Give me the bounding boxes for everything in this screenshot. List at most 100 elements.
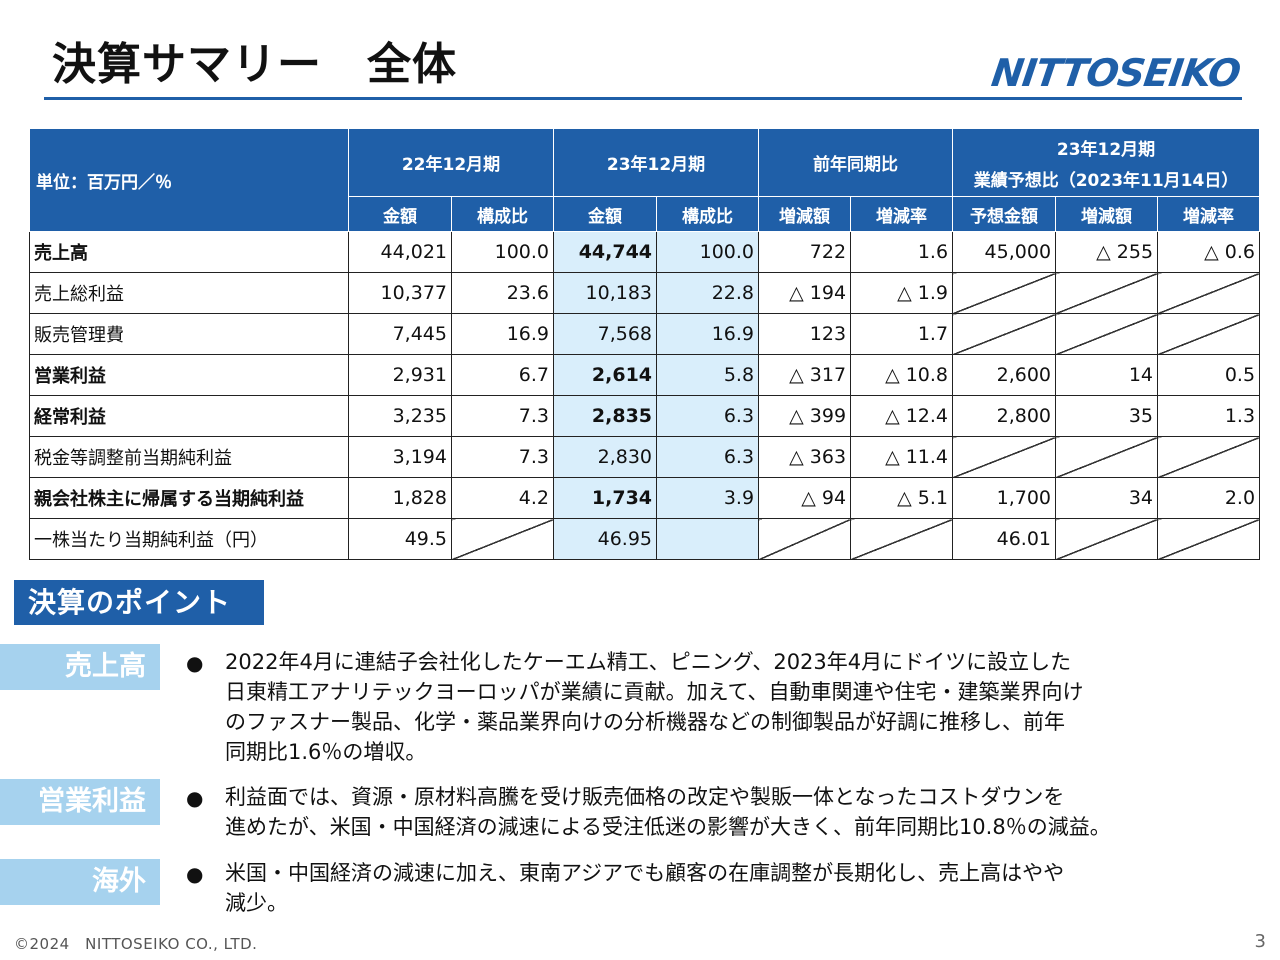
bullet-icon: ● bbox=[186, 862, 204, 886]
table-cell: 1,700 bbox=[952, 477, 1057, 519]
table-cell: △ 11.4 bbox=[850, 436, 954, 478]
empty-cell bbox=[952, 436, 1057, 478]
row-label: 営業利益 bbox=[29, 354, 349, 396]
table-row: 売上総利益 10,377 23.6 10,183 22.8 △ 194 △ 1.9 bbox=[29, 272, 1261, 314]
subheader-col-4: 構成比 bbox=[656, 196, 760, 232]
empty-cell bbox=[656, 518, 760, 560]
table-cell: 5.8 bbox=[656, 354, 760, 396]
table-row: 販売管理費 7,445 16.9 7,568 16.9 123 1.7 bbox=[29, 313, 1261, 355]
table-row: 営業利益 2,931 6.7 2,614 5.8 △ 317 △ 10.8 2,600 14 0.… bbox=[29, 354, 1261, 396]
table-cell: 16.9 bbox=[656, 313, 760, 355]
empty-cell bbox=[1157, 313, 1261, 355]
point-text: 2022年4月に連結子会社化したケーエム精工、ピニング、2023年4月にドイツに… bbox=[225, 650, 1084, 764]
title-underline bbox=[44, 97, 1242, 100]
header-fy23: 23年12月期 bbox=[553, 128, 760, 197]
table-cell: 10,183 bbox=[553, 272, 658, 314]
table-cell: 2,800 bbox=[952, 395, 1057, 437]
bullet-icon: ● bbox=[186, 651, 204, 675]
table-cell: 2,830 bbox=[553, 436, 658, 478]
table-cell: 100.0 bbox=[450, 231, 555, 273]
row-label: 売上総利益 bbox=[29, 272, 349, 314]
table-row: 税金等調整前当期純利益 3,194 7.3 2,830 6.3 △ 363 △ 11.4 bbox=[29, 436, 1261, 478]
table-row: 売上高 44,021 100.0 44,744 100.0 722 1.6 45,000 △ 2… bbox=[29, 231, 1261, 273]
table-cell: 6.3 bbox=[656, 395, 760, 437]
header-fy22: 22年12月期 bbox=[347, 128, 555, 197]
table-cell: 16.9 bbox=[450, 313, 555, 355]
table-cell: 44,021 bbox=[348, 231, 452, 273]
company-logo: NITTOSEIKO bbox=[990, 52, 1240, 94]
table-cell: △ 5.1 bbox=[850, 477, 954, 519]
empty-cell bbox=[952, 272, 1057, 314]
empty-cell bbox=[1055, 313, 1159, 355]
table-cell: 100.0 bbox=[656, 231, 760, 273]
unit-label: 単位：百万円／％ bbox=[29, 128, 349, 232]
row-label: 売上高 bbox=[29, 231, 349, 273]
table-cell: 46.95 bbox=[553, 518, 658, 560]
empty-cell bbox=[1157, 272, 1261, 314]
page-title: 決算サマリー 全体 bbox=[52, 39, 457, 90]
subheader-col-6: 増減率 bbox=[850, 196, 954, 232]
table-cell: 3,194 bbox=[348, 436, 452, 478]
table-cell: △ 399 bbox=[758, 395, 852, 437]
table-cell: 1,828 bbox=[348, 477, 452, 519]
table-cell: 7.3 bbox=[450, 436, 555, 478]
row-label: 経常利益 bbox=[29, 395, 349, 437]
empty-cell bbox=[1055, 436, 1159, 478]
table-cell: 23.6 bbox=[450, 272, 555, 314]
table-row: 親会社株主に帰属する当期純利益 1,828 4.2 1,734 3.9 △ 94 △ 5.1… bbox=[29, 477, 1261, 519]
table-row: 経常利益 3,235 7.3 2,835 6.3 △ 399 △ 12.4 2,800 35 1.… bbox=[29, 395, 1261, 437]
table-cell: △ 1.9 bbox=[850, 272, 954, 314]
table-cell: 722 bbox=[758, 231, 852, 273]
table-cell: 2.0 bbox=[1157, 477, 1261, 519]
empty-cell bbox=[850, 518, 954, 560]
page-number: 3 bbox=[1254, 931, 1266, 952]
header-yoy: 前年同期比 bbox=[758, 128, 954, 197]
subheader-col-1: 金額 bbox=[348, 196, 452, 232]
table-cell: 44,744 bbox=[553, 231, 658, 273]
table-cell: 35 bbox=[1055, 395, 1159, 437]
table-cell: △ 363 bbox=[758, 436, 852, 478]
table-cell: 2,835 bbox=[553, 395, 658, 437]
subheader-col-9: 増減率 bbox=[1157, 196, 1261, 232]
points-section-title: 決算のポイント bbox=[14, 580, 264, 625]
svg-text:NITTOSEIKO: NITTOSEIKO bbox=[990, 52, 1240, 94]
table-cell: 2,600 bbox=[952, 354, 1057, 396]
table-cell: 0.5 bbox=[1157, 354, 1261, 396]
table-cell: 2,614 bbox=[553, 354, 658, 396]
point-text: 利益面では、資源・原材料高騰を受け販売価格の改定や製販一体となったコストダウンを… bbox=[225, 785, 1111, 839]
point-tag: 売上高 bbox=[0, 644, 160, 690]
empty-cell bbox=[952, 313, 1057, 355]
subheader-col-8: 増減額 bbox=[1055, 196, 1159, 232]
table-cell: 3.9 bbox=[656, 477, 760, 519]
table-cell: △ 194 bbox=[758, 272, 852, 314]
table-cell: 7,445 bbox=[348, 313, 452, 355]
bullet-icon: ● bbox=[186, 786, 204, 810]
table-cell: 7.3 bbox=[450, 395, 555, 437]
empty-cell bbox=[1157, 436, 1261, 478]
point-tag: 営業利益 bbox=[0, 779, 160, 825]
table-cell: 2,931 bbox=[348, 354, 452, 396]
table-cell: 22.8 bbox=[656, 272, 760, 314]
empty-cell bbox=[1055, 518, 1159, 560]
empty-cell bbox=[1055, 272, 1159, 314]
table-cell: 1.6 bbox=[850, 231, 954, 273]
table-cell: 3,235 bbox=[348, 395, 452, 437]
empty-cell bbox=[758, 518, 852, 560]
table-cell: 45,000 bbox=[952, 231, 1057, 273]
header-forecast-line2: 業績予想比（2023年11月14日） bbox=[973, 170, 1239, 191]
subheader-col-3: 金額 bbox=[553, 196, 658, 232]
header-forecast: 23年12月期 業績予想比（2023年11月14日） bbox=[952, 128, 1261, 197]
row-label: 親会社株主に帰属する当期純利益 bbox=[29, 477, 349, 519]
table-cell: △ 317 bbox=[758, 354, 852, 396]
header-forecast-line1: 23年12月期 bbox=[1056, 139, 1156, 160]
copyright-footer: ©2024 NITTOSEIKO CO., LTD. bbox=[14, 935, 258, 953]
table-cell: △ 0.6 bbox=[1157, 231, 1261, 273]
table-cell: 4.2 bbox=[450, 477, 555, 519]
table-cell: 123 bbox=[758, 313, 852, 355]
table-cell: 6.3 bbox=[656, 436, 760, 478]
table-cell: △ 12.4 bbox=[850, 395, 954, 437]
financial-summary-table: 単位：百万円／％ 22年12月期 23年12月期 前年同期比 23年12月期 業… bbox=[29, 128, 1261, 560]
row-label: 販売管理費 bbox=[29, 313, 349, 355]
row-label: 一株当たり当期純利益（円） bbox=[29, 518, 349, 560]
table-cell: 10,377 bbox=[348, 272, 452, 314]
